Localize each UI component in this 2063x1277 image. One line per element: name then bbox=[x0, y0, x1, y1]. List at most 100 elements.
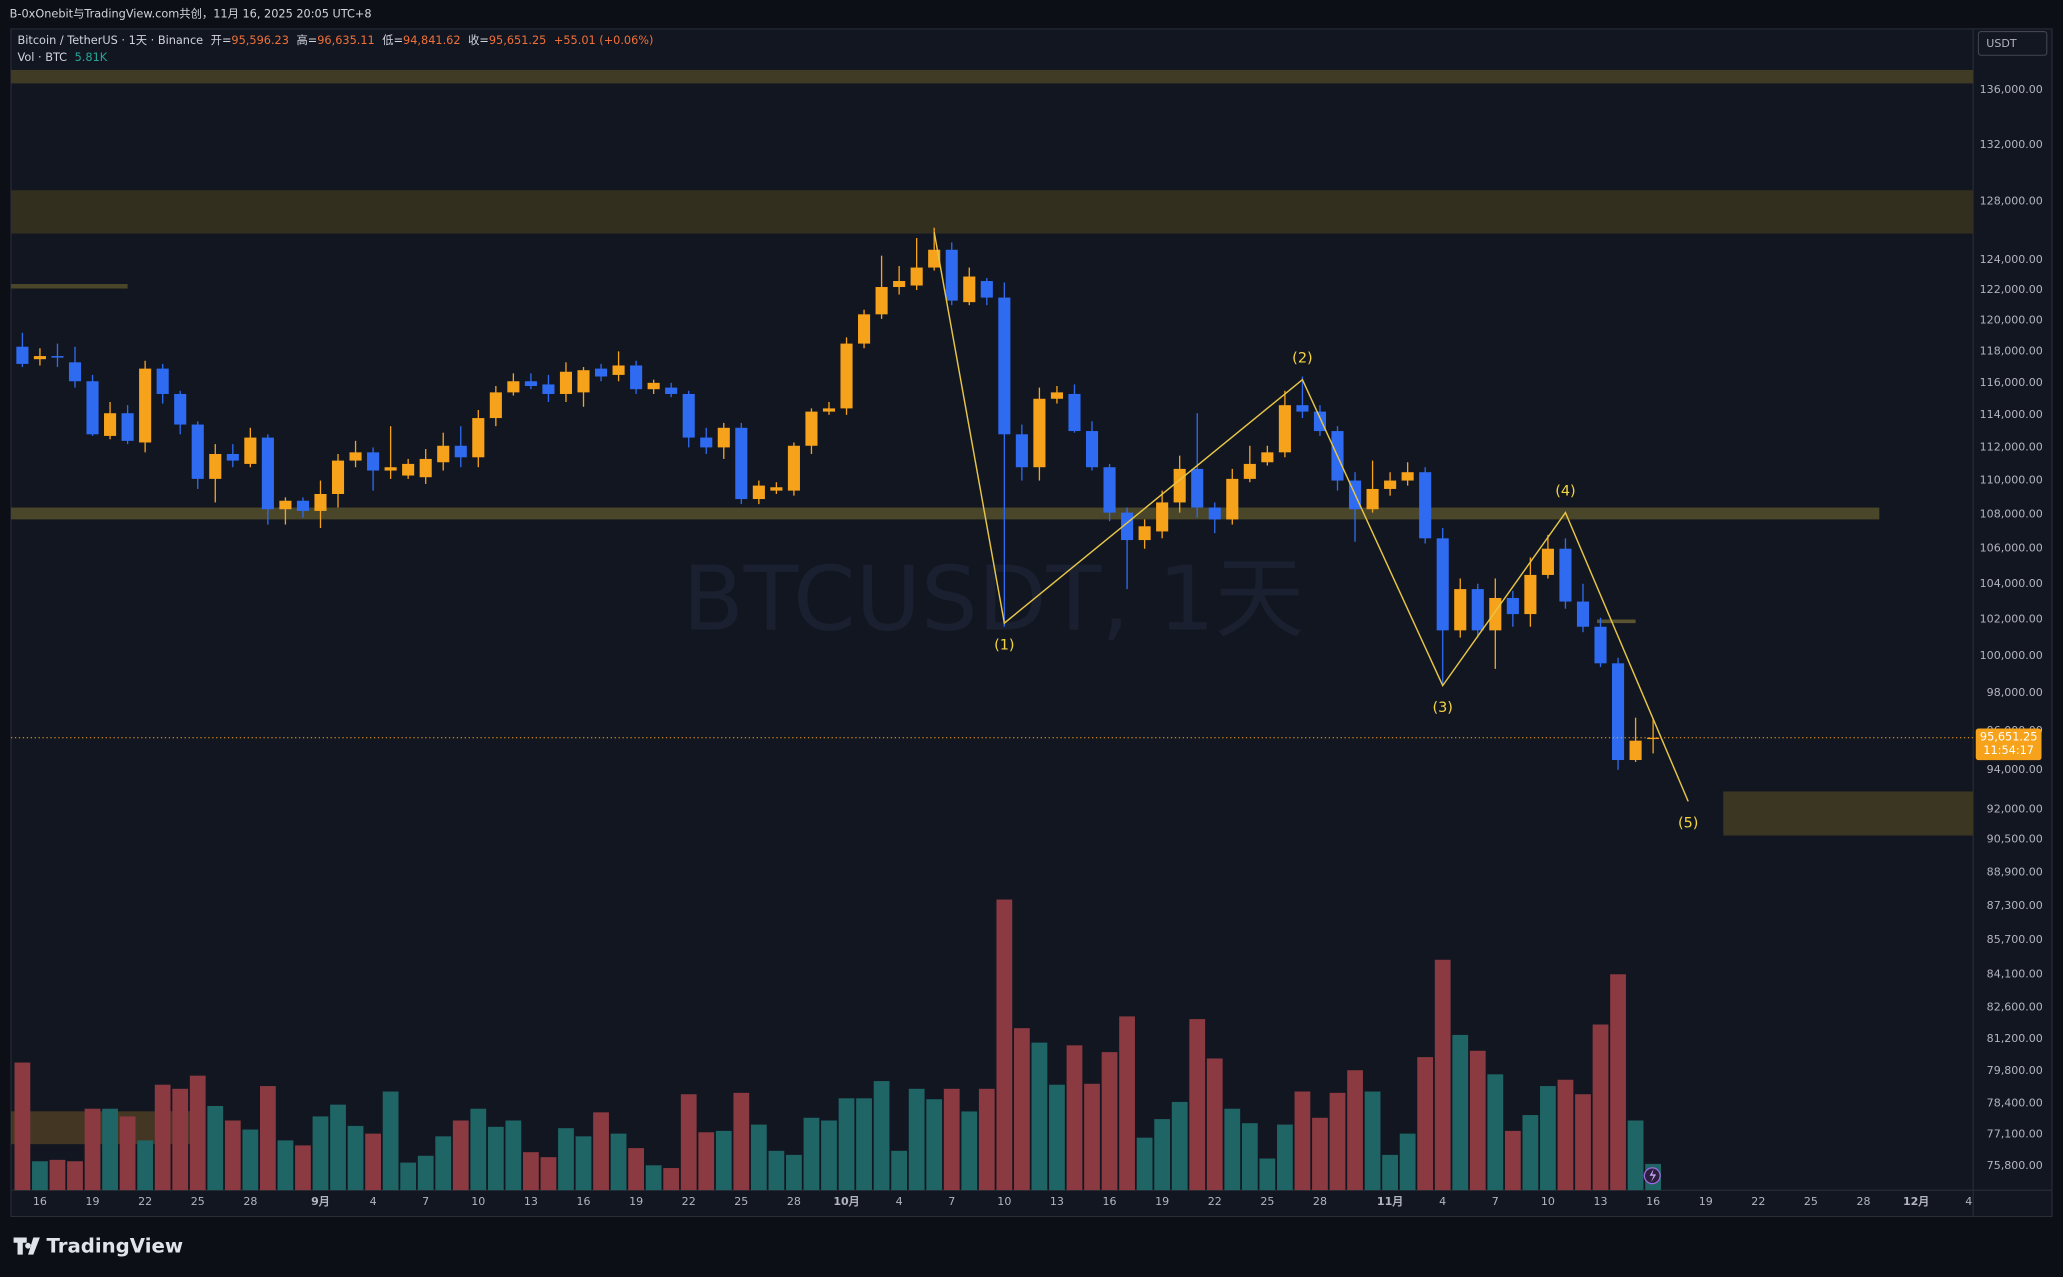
legend-low-label: 低= bbox=[382, 34, 403, 47]
wave-label: (5) bbox=[1678, 816, 1698, 832]
candle-layer bbox=[16, 227, 1660, 770]
candle-body bbox=[1208, 507, 1221, 520]
y-tick-label: 84,100.00 bbox=[1987, 968, 2043, 981]
candle-body bbox=[51, 356, 64, 358]
y-tick-label: 116,000.00 bbox=[1980, 376, 2043, 389]
x-tick-label: 22 bbox=[138, 1195, 152, 1208]
y-tick-label: 118,000.00 bbox=[1980, 344, 2043, 357]
volume-layer bbox=[14, 899, 1662, 1191]
volume-bar bbox=[1119, 1016, 1135, 1191]
candle-body bbox=[402, 463, 415, 476]
volume-bar bbox=[330, 1104, 346, 1191]
volume-bar bbox=[1049, 1084, 1065, 1191]
x-tick-label: 22 bbox=[682, 1195, 696, 1208]
candle-body bbox=[472, 418, 485, 458]
volume-legend-value: 5.81K bbox=[75, 51, 108, 64]
candle-body bbox=[787, 445, 800, 491]
candle-body bbox=[296, 500, 309, 511]
alert-icon-glyph bbox=[1649, 1169, 1657, 1183]
candle-body bbox=[594, 368, 608, 377]
axis-layer: 136,000.00 132,000.00 128,000.00 124,000.00… bbox=[10, 83, 2043, 1208]
candle-body bbox=[367, 452, 380, 471]
candle-body bbox=[349, 452, 362, 461]
price-zone bbox=[10, 190, 1974, 234]
x-tick-label: 4 bbox=[370, 1195, 377, 1208]
volume-bar bbox=[996, 899, 1013, 1191]
x-tick-label: 16 bbox=[33, 1195, 47, 1208]
x-tick-label: 22 bbox=[1208, 1195, 1222, 1208]
x-tick-label: 28 bbox=[1857, 1195, 1871, 1208]
x-tick-label: 4 bbox=[1439, 1195, 1446, 1208]
candle-body bbox=[700, 437, 713, 448]
volume-bar bbox=[172, 1088, 189, 1191]
candle-body bbox=[805, 411, 818, 446]
volume-bar bbox=[715, 1130, 732, 1191]
last-price-box bbox=[1975, 728, 2042, 761]
volume-bar bbox=[750, 1124, 767, 1191]
volume-bar bbox=[119, 1116, 136, 1191]
candle-body bbox=[1401, 472, 1414, 481]
wave-label: (4) bbox=[1555, 484, 1575, 500]
legend-symbol: Bitcoin / TetherUS · 1天 · Binance bbox=[18, 34, 204, 47]
candle-body bbox=[998, 297, 1011, 435]
brand-name[interactable]: TradingView bbox=[46, 1234, 183, 1257]
candle-body bbox=[1156, 502, 1169, 532]
candle-body bbox=[630, 365, 643, 390]
y-tick-label: 79,800.00 bbox=[1987, 1064, 2043, 1077]
volume-bar bbox=[154, 1084, 171, 1191]
x-tick-label: 10月 bbox=[833, 1195, 859, 1208]
currency-button[interactable] bbox=[1977, 31, 2048, 56]
volume-bar bbox=[1294, 1091, 1311, 1191]
candle-body bbox=[1471, 589, 1484, 631]
volume-bar bbox=[786, 1154, 802, 1191]
candle-body bbox=[1647, 737, 1660, 740]
candle-body bbox=[1050, 392, 1063, 399]
volume-bar bbox=[1312, 1117, 1328, 1191]
candle-body bbox=[1085, 431, 1099, 468]
y-tick-label: 112,000.00 bbox=[1980, 440, 2043, 453]
x-tick-label: 16 bbox=[576, 1195, 590, 1208]
candle-body bbox=[1366, 488, 1379, 510]
volume-bar bbox=[733, 1092, 750, 1191]
y-tick-label: 78,400.00 bbox=[1987, 1097, 2043, 1110]
candle-body bbox=[1541, 548, 1554, 575]
x-tick-label: 12月 bbox=[1903, 1195, 1929, 1208]
candle-body bbox=[875, 287, 888, 315]
volume-bar bbox=[365, 1133, 381, 1191]
x-tick-label: 10 bbox=[471, 1195, 485, 1208]
alert-icon[interactable] bbox=[1643, 1167, 1661, 1185]
candle-body bbox=[893, 281, 906, 288]
x-tick-label: 13 bbox=[1050, 1195, 1064, 1208]
x-tick-label: 25 bbox=[1260, 1195, 1274, 1208]
candle-body bbox=[489, 392, 502, 419]
volume-bar bbox=[698, 1132, 715, 1191]
volume-bar bbox=[400, 1162, 417, 1191]
volume-bar bbox=[891, 1150, 908, 1191]
volume-bar bbox=[505, 1120, 522, 1191]
candle-body bbox=[840, 343, 853, 409]
volume-bar bbox=[1259, 1158, 1276, 1191]
candle-body bbox=[1436, 538, 1449, 631]
volume-bar bbox=[295, 1145, 311, 1191]
candle-body bbox=[454, 445, 467, 458]
candle-body bbox=[910, 267, 923, 286]
candle-body bbox=[1612, 663, 1625, 761]
y-tick-label: 124,000.00 bbox=[1980, 253, 2043, 266]
volume-bar bbox=[14, 1062, 31, 1191]
volume-bar bbox=[523, 1152, 539, 1191]
candle-body bbox=[68, 362, 82, 382]
x-tick-label: 4 bbox=[896, 1195, 903, 1208]
volume-bar bbox=[803, 1117, 820, 1191]
candle-body bbox=[1033, 398, 1046, 468]
candle-body bbox=[1559, 548, 1572, 602]
volume-bar bbox=[768, 1150, 785, 1191]
candle-body bbox=[1278, 405, 1291, 453]
candle-body bbox=[928, 249, 941, 268]
candle-body bbox=[1173, 468, 1186, 503]
y-tick-label: 92,000.00 bbox=[1987, 802, 2043, 815]
y-tick-label: 77,100.00 bbox=[1987, 1127, 2043, 1140]
candle-body bbox=[261, 437, 274, 510]
y-tick-label: 94,000.00 bbox=[1987, 763, 2043, 776]
candle-body bbox=[314, 493, 327, 511]
